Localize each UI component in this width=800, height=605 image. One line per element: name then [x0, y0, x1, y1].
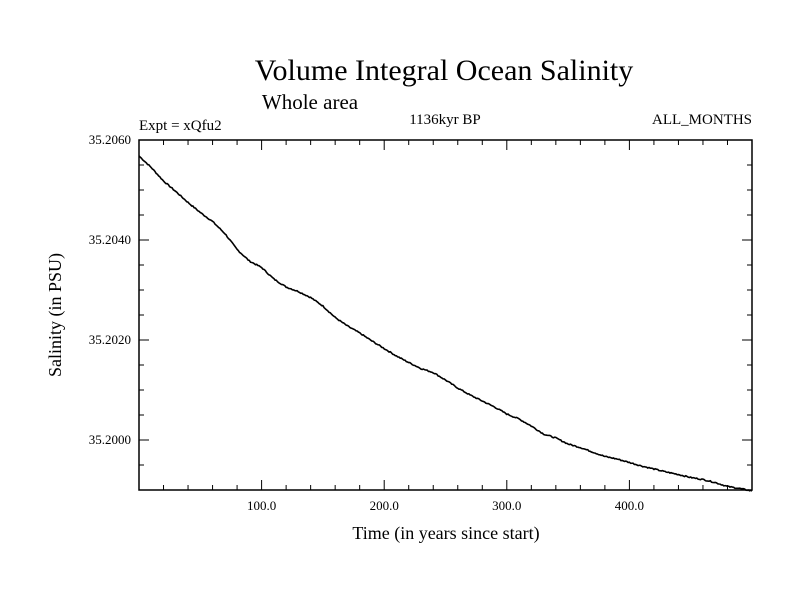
experiment-label: Expt = xQfu2: [139, 118, 222, 134]
y-tick-label: 35.2020: [89, 332, 131, 347]
period-label: 1136kyr BP: [409, 112, 481, 128]
season-label: ALL_MONTHS: [652, 112, 752, 128]
chart-title: Volume Integral Ocean Salinity: [255, 54, 634, 87]
x-tick-label: 300.0: [492, 498, 521, 513]
salinity-series-line: [138, 155, 753, 492]
series-layer: [138, 155, 753, 492]
x-tick-label: 400.0: [615, 498, 644, 513]
tick-labels: 100.0 200.0 300.0 400.0 35.2000 35.2020 35.204…: [89, 132, 644, 513]
y-tick-label: 35.2060: [89, 132, 131, 147]
axis-ticks: [139, 140, 752, 490]
x-axis-label: Time (in years since start): [352, 523, 539, 544]
y-axis-label: Salinity (in PSU): [45, 253, 66, 377]
x-tick-label: 100.0: [247, 498, 276, 513]
chart-subtitle: Whole area: [262, 90, 359, 114]
y-tick-label: 35.2000: [89, 432, 131, 447]
x-tick-label: 200.0: [370, 498, 399, 513]
plot-frame: [138, 139, 753, 491]
y-tick-label: 35.2040: [89, 232, 131, 247]
